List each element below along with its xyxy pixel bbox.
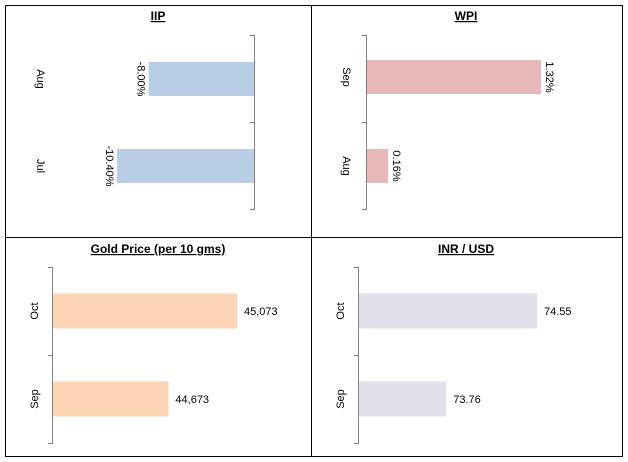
chart-title-wpi: WPI: [455, 9, 478, 23]
bar-wpi-1: [367, 149, 389, 183]
category-label-inr-1: Sep: [335, 389, 347, 409]
category-label-gold-1: Sep: [29, 389, 41, 409]
bar-iip-1: [117, 149, 254, 183]
data-label-wpi-1: 0.16%: [390, 150, 402, 181]
panel-border-gold: [5, 237, 312, 457]
panel-border-iip: [5, 5, 312, 238]
panel-border-inr: [311, 237, 623, 457]
chart-title-gold: Gold Price (per 10 gms): [91, 242, 226, 256]
data-label-inr-0: 74.55: [544, 306, 572, 318]
bar-inr-1: [359, 381, 447, 417]
panel-border-wpi: [311, 5, 623, 238]
data-label-wpi-0: 1.32%: [543, 61, 555, 92]
bar-inr-0: [359, 293, 537, 329]
category-label-iip-1: Jul: [34, 159, 46, 173]
category-label-gold-0: Oct: [29, 302, 41, 319]
bar-iip-0: [148, 62, 254, 96]
chart-title-iip: IIP: [151, 9, 166, 23]
data-label-inr-1: 73.76: [453, 394, 481, 406]
data-label-gold-0: 45,073: [244, 306, 278, 318]
data-label-iip-1: -10.40%: [103, 146, 115, 187]
data-label-iip-0: -8.00%: [135, 62, 147, 97]
bar-wpi-0: [367, 60, 541, 94]
category-label-iip-0: Aug: [34, 69, 46, 89]
chart-wpi: WPI 1.32% 0.16% Sep Aug: [340, 9, 555, 210]
chart-inr-usd: INR / USD 74.55 73.76 Oct Sep: [335, 242, 572, 444]
category-label-wpi-0: Sep: [340, 67, 352, 87]
chart-iip: IIP -8.00% -10.40% Aug Jul: [34, 9, 255, 210]
category-label-wpi-1: Aug: [340, 156, 352, 176]
bar-gold-0: [53, 293, 237, 329]
category-label-inr-0: Oct: [335, 302, 347, 319]
chart-title-inr-usd: INR / USD: [438, 242, 494, 256]
bar-gold-1: [53, 381, 169, 417]
data-label-gold-1: 44,673: [175, 394, 209, 406]
chart-gold: Gold Price (per 10 gms) 45,073 44,673 Oc…: [29, 242, 278, 444]
